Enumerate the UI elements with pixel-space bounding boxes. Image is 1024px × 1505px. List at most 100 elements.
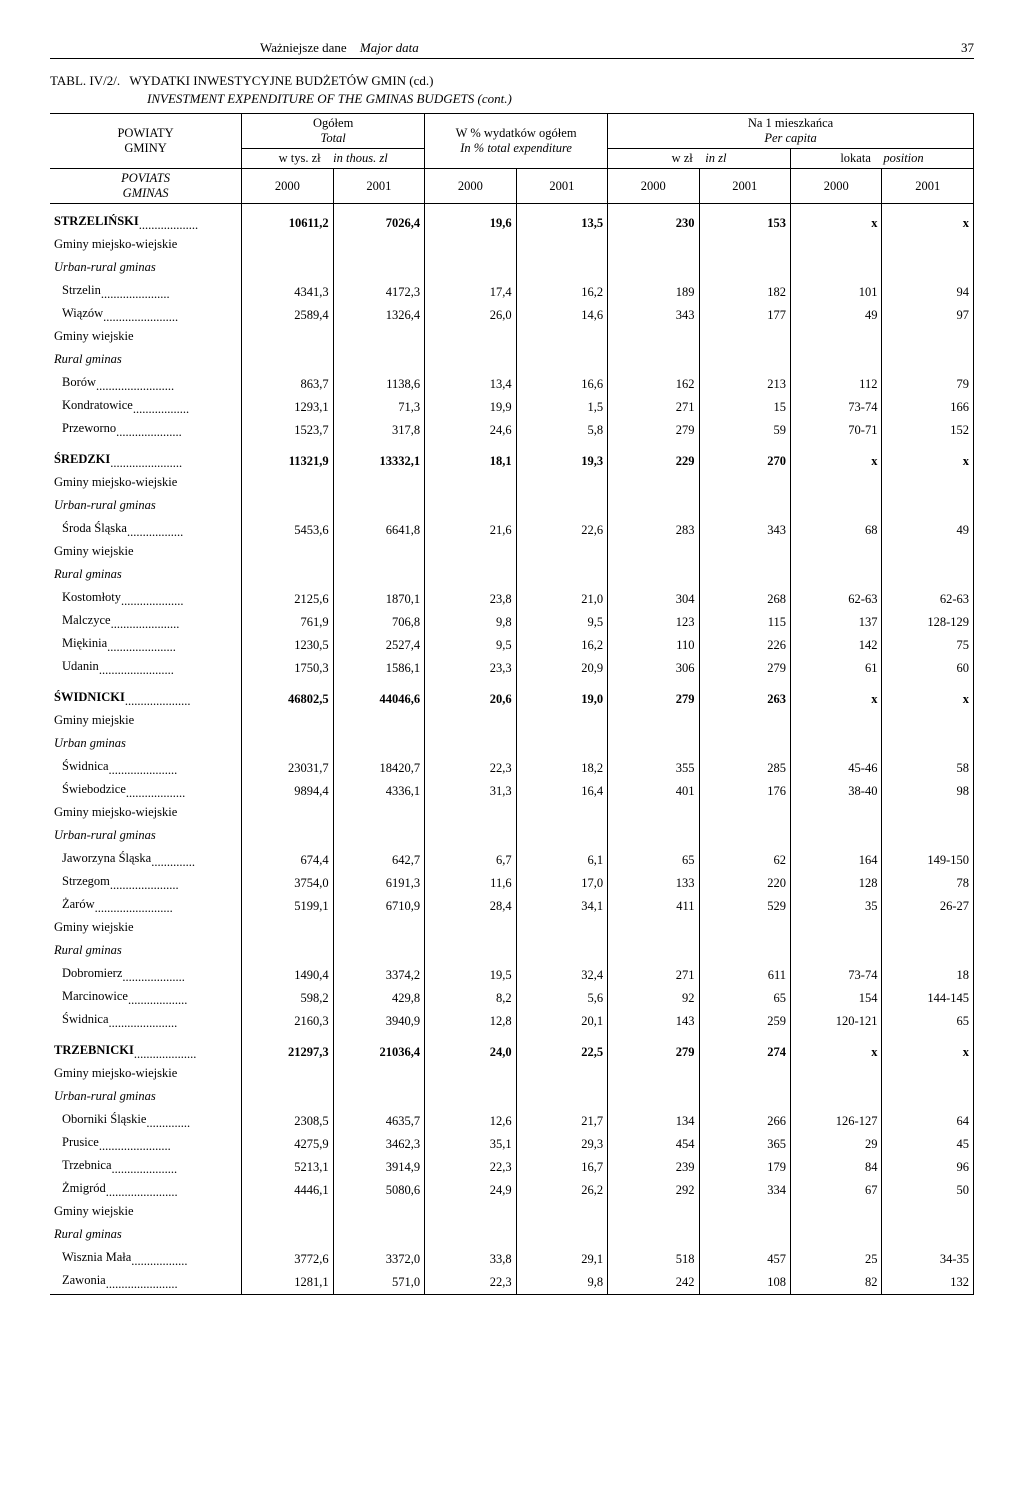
cell: 1870,1 (333, 588, 424, 611)
cell (699, 496, 790, 519)
cell: 11,6 (425, 872, 516, 895)
cell: 65 (699, 987, 790, 1010)
cell: 401 (608, 780, 699, 803)
cell (608, 350, 699, 373)
cell: 16,7 (516, 1156, 607, 1179)
row-label: Urban-rural gminas (50, 258, 242, 281)
cell (242, 826, 333, 849)
cell: 132 (882, 1271, 974, 1295)
cell: 6710,9 (333, 895, 424, 918)
table-row: STRZELIŃSKI...................10611,2702… (50, 204, 974, 236)
cell: 2527,4 (333, 634, 424, 657)
cell (791, 258, 882, 281)
table-row: Malczyce......................761,9706,8… (50, 611, 974, 634)
cell: 97 (882, 304, 974, 327)
row-label: Gminy wiejskie (50, 542, 242, 565)
cell (882, 826, 974, 849)
row-label: Jaworzyna Śląska.............. (50, 849, 242, 872)
col-pct: W % wydatków ogółem In % total expenditu… (425, 114, 608, 169)
cell (425, 941, 516, 964)
cell: x (882, 442, 974, 473)
cell (608, 918, 699, 941)
cell: 3754,0 (242, 872, 333, 895)
col-percap: Na 1 mieszkańca Per capita (608, 114, 974, 149)
row-label: Rural gminas (50, 1225, 242, 1248)
cell: 1281,1 (242, 1271, 333, 1295)
cell: 133 (608, 872, 699, 895)
cell: 59 (699, 419, 790, 442)
cell: 112 (791, 373, 882, 396)
cell: 429,8 (333, 987, 424, 1010)
cell: 31,3 (425, 780, 516, 803)
cell: 9894,4 (242, 780, 333, 803)
row-label: Świdnica...................... (50, 757, 242, 780)
cell (882, 1225, 974, 1248)
cell (791, 1087, 882, 1110)
cell: 23,3 (425, 657, 516, 680)
cell: 761,9 (242, 611, 333, 634)
row-label: Strzelin...................... (50, 281, 242, 304)
cell: 34,1 (516, 895, 607, 918)
cell: 5453,6 (242, 519, 333, 542)
cell: 13,5 (516, 204, 607, 236)
table-row: ŚWIDNICKI.....................46802,5440… (50, 680, 974, 711)
cell: 62-63 (791, 588, 882, 611)
table-row: Gminy miejsko-wiejskie (50, 235, 974, 258)
cell: 65 (608, 849, 699, 872)
cell (608, 473, 699, 496)
cell: 3772,6 (242, 1248, 333, 1271)
cell (791, 1202, 882, 1225)
cell (882, 327, 974, 350)
cell: 11321,9 (242, 442, 333, 473)
cell: 73-74 (791, 964, 882, 987)
cell: 230 (608, 204, 699, 236)
cell: 58 (882, 757, 974, 780)
row-label: Gminy miejsko-wiejskie (50, 235, 242, 258)
cell: 177 (699, 304, 790, 327)
cell: 19,0 (516, 680, 607, 711)
cell: 12,8 (425, 1010, 516, 1033)
cell: 457 (699, 1248, 790, 1271)
cell: 143 (608, 1010, 699, 1033)
cell: 239 (608, 1156, 699, 1179)
cell: 611 (699, 964, 790, 987)
cell (333, 565, 424, 588)
cell: 20,6 (425, 680, 516, 711)
cell: 182 (699, 281, 790, 304)
cell: 128 (791, 872, 882, 895)
cell: 263 (699, 680, 790, 711)
cell (882, 542, 974, 565)
cell (791, 803, 882, 826)
cell: 101 (791, 281, 882, 304)
cell: 3940,9 (333, 1010, 424, 1033)
table-row: Świdnica......................23031,7184… (50, 757, 974, 780)
row-label: Żarów......................... (50, 895, 242, 918)
col-y2001-4: 2001 (882, 169, 974, 204)
table-row: Rural gminas (50, 565, 974, 588)
cell: 123 (608, 611, 699, 634)
cell (333, 1064, 424, 1087)
cell (425, 1202, 516, 1225)
cell: 24,0 (425, 1033, 516, 1064)
cell: 137 (791, 611, 882, 634)
cell: x (791, 1033, 882, 1064)
cell: 8,2 (425, 987, 516, 1010)
cell: 149-150 (882, 849, 974, 872)
table-subtitle: INVESTMENT EXPENDITURE OF THE GMINAS BUD… (147, 91, 974, 107)
cell: 21,7 (516, 1110, 607, 1133)
cell (333, 542, 424, 565)
cell: 5,6 (516, 987, 607, 1010)
cell (242, 327, 333, 350)
cell: 71,3 (333, 396, 424, 419)
cell: 120-121 (791, 1010, 882, 1033)
cell: 68 (791, 519, 882, 542)
row-label: Kostomłoty.................... (50, 588, 242, 611)
cell: 9,5 (516, 611, 607, 634)
cell: 16,2 (516, 281, 607, 304)
cell: 285 (699, 757, 790, 780)
cell: 6,7 (425, 849, 516, 872)
table-row: Przeworno.....................1523,7317,… (50, 419, 974, 442)
cell (516, 734, 607, 757)
table-row: Rural gminas (50, 350, 974, 373)
cell (608, 1225, 699, 1248)
